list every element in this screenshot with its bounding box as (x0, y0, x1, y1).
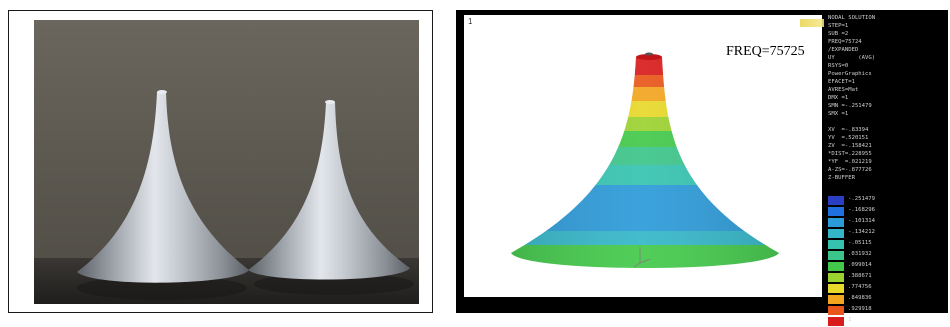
legend-row: .929918 (828, 305, 944, 316)
legend-value: .849836 (848, 295, 872, 301)
legend-swatch (828, 273, 844, 282)
legend-swatch (828, 251, 844, 260)
legend-swatch (828, 240, 844, 249)
info-line: YV =.520151 (828, 135, 869, 141)
info-line: /EXPANDED (828, 47, 859, 53)
legend-value: .929918 (848, 306, 872, 312)
legend-row: .099014 (828, 261, 944, 272)
legend-row: -.101314 (828, 217, 944, 228)
legend-value: .774756 (848, 284, 872, 290)
info-line: PowerGraphics (828, 71, 872, 77)
info-line: Z-BUFFER (828, 175, 855, 181)
legend-row: -.05115 (828, 239, 944, 250)
fea-viewport: 1 (464, 15, 824, 297)
photo-frame (8, 10, 433, 313)
info-line: RSYS=0 (828, 63, 849, 69)
legend-row: .774756 (828, 283, 944, 294)
legend-swatch (828, 207, 844, 216)
horn-photo-illustration (34, 20, 419, 304)
legend-swatch (828, 229, 844, 238)
legend-value: .099014 (848, 262, 872, 268)
info-line: DMX =1 (828, 95, 849, 101)
info-line: SMX =1 (828, 111, 849, 117)
legend-value: 1 (848, 317, 852, 323)
fea-result-window: 1 (456, 10, 948, 326)
legend-row: -.168296 (828, 206, 944, 217)
info-line: EFACET=1 (828, 79, 855, 85)
legend-value: -.251479 (848, 196, 875, 202)
info-line: ZV =-.158421 (828, 143, 872, 149)
legend-row: .849836 (828, 294, 944, 305)
frequency-label: FREQ=75725 (726, 44, 805, 59)
legend-value: -.134212 (848, 229, 875, 235)
legend-row: .031932 (828, 250, 944, 261)
info-line: *DIST=.228955 (828, 151, 872, 157)
legend-value: -.168296 (848, 207, 875, 213)
horn-contour-plot (511, 52, 779, 268)
legend-value: -.05115 (848, 240, 872, 246)
info-line: UY (AVG) (828, 55, 876, 61)
legend-swatch (828, 295, 844, 304)
window-number: 1 (468, 17, 473, 26)
legend-row: 1 (828, 316, 944, 327)
legend-swatch (828, 284, 844, 293)
contour-legend: -.251479 -.168296 -.101314 -.134212 -.05115.… (828, 195, 944, 327)
info-line: STEP=1 (828, 23, 849, 29)
legend-swatch (828, 306, 844, 315)
info-line: FREQ=75724 (828, 39, 862, 45)
info-line: SMN =-.251479 (828, 103, 872, 109)
legend-row: -.134212 (828, 228, 944, 239)
info-line: *YF =.021219 (828, 159, 872, 165)
legend-swatch (828, 218, 844, 227)
solution-info-panel: NODAL SOLUTION STEP=1 SUB =2 FREQ=75724/EXP… (828, 14, 944, 182)
info-line: NODAL SOLUTION (828, 15, 876, 21)
legend-value: -.101314 (848, 218, 875, 224)
legend-swatch (828, 262, 844, 271)
info-line: A-ZS=-.877726 (828, 167, 872, 173)
legend-swatch (828, 317, 844, 326)
legend-value: .388671 (848, 273, 872, 279)
horn-photograph (34, 20, 419, 304)
info-line: SUB =2 (828, 31, 849, 37)
legend-value: .031932 (848, 251, 872, 257)
info-line: XV =-.83394 (828, 127, 869, 133)
legend-row: -.251479 (828, 195, 944, 206)
legend-swatch (828, 196, 844, 205)
info-line: AVRES=Mat (828, 87, 859, 93)
legend-row: .388671 (828, 272, 944, 283)
ansys-logo-icon (800, 19, 824, 27)
